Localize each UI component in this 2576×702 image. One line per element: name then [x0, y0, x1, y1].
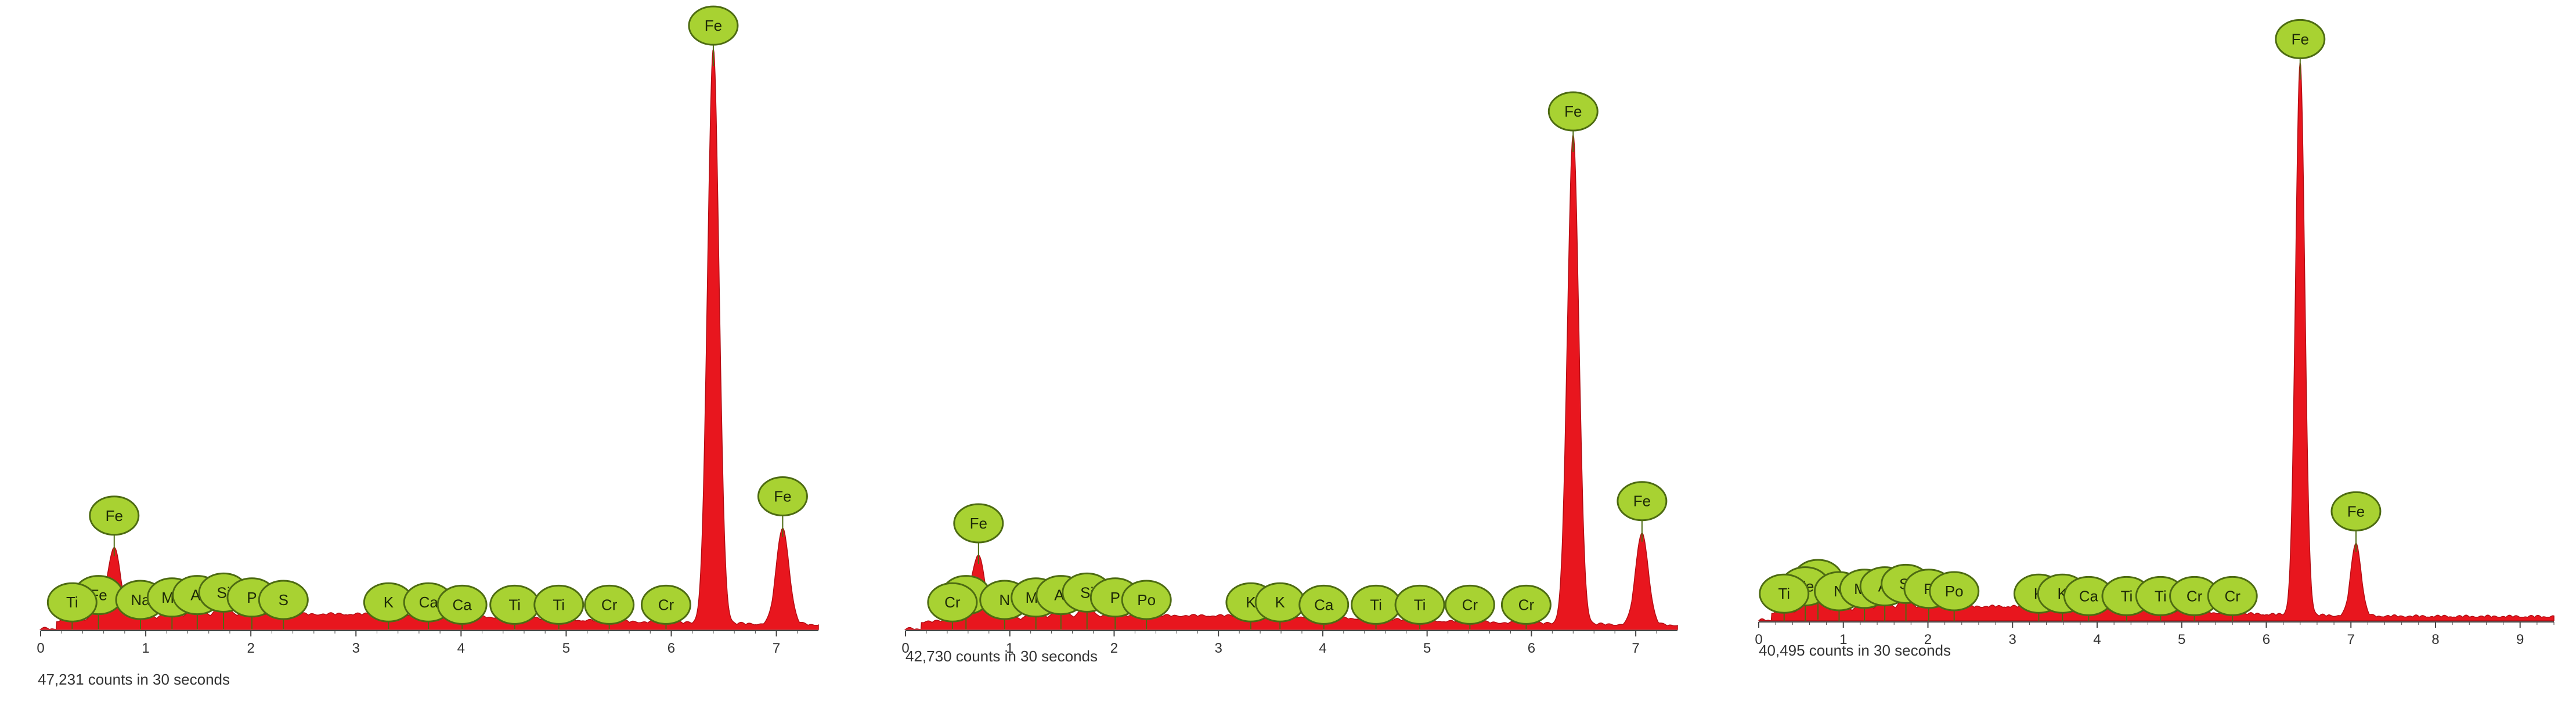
peak-marker: [2275, 19, 2326, 59]
peak-label: Fe: [1633, 493, 1651, 510]
peak-label: K: [384, 594, 394, 611]
counts-caption: 47,231 counts in 30 seconds: [38, 671, 230, 688]
peak-label: P: [247, 589, 257, 606]
peak-label: Ti: [1370, 596, 1382, 613]
peak-label: Fe: [970, 515, 987, 532]
spectrum-plot-area: 01234567FeFeSiCrNMgAlSiPPoKKCaTiTiCrCrFe: [901, 91, 1678, 656]
x-tick-label: 4: [1319, 641, 1326, 656]
peak-marker: [1759, 573, 1810, 614]
peak-marker: [953, 503, 1004, 544]
x-tick-label: 7: [2347, 632, 2355, 647]
peak-label: Po: [1945, 582, 1964, 600]
x-tick-label: 5: [1423, 641, 1431, 656]
peak-label: K: [1246, 594, 1256, 611]
peak-label: S: [279, 591, 288, 609]
x-tick-label: 3: [1215, 641, 1222, 656]
peak-label: N: [999, 591, 1010, 609]
peak-label: Po: [1137, 591, 1156, 609]
x-tick-label: 5: [562, 641, 570, 656]
x-tick-label: 7: [773, 641, 780, 656]
x-tick-label: 1: [142, 641, 149, 656]
counts-caption: 40,495 counts in 30 seconds: [1759, 642, 1951, 659]
spectrum-plot-area: 0123456789FeFeFeTiNMgAlSiPPoKKCaTiTiCrCr…: [1755, 19, 2555, 647]
peak-label: Ti: [66, 594, 78, 611]
peak-label: Ti: [2121, 587, 2133, 605]
x-tick-label: 3: [352, 641, 360, 656]
peak-marker: [1444, 584, 1495, 625]
peak-label: Cr: [2187, 587, 2203, 605]
x-tick-label: 2: [1924, 632, 1932, 647]
x-tick-label: 2: [247, 641, 254, 656]
peak-label: Fe: [774, 487, 791, 505]
x-tick-label: 5: [2178, 632, 2185, 647]
peak-label: Ti: [2155, 587, 2167, 605]
peak-label: Cr: [2224, 587, 2241, 605]
peak-marker: [2207, 576, 2258, 616]
counts-caption: 42,730 counts in 30 seconds: [905, 647, 1098, 665]
x-tick-label: 0: [901, 641, 909, 656]
peak-marker: [1547, 91, 1599, 132]
peak-label: Fe: [2292, 30, 2309, 48]
x-tick-label: 2: [1110, 641, 1118, 656]
peak-label: Fe: [1564, 103, 1582, 120]
x-tick-label: 0: [1755, 632, 1762, 647]
x-tick-label: 8: [2431, 632, 2439, 647]
peak-label: Cr: [1462, 596, 1478, 613]
x-tick-label: 9: [2516, 632, 2524, 647]
peak-marker: [1500, 584, 1552, 625]
peak-label: Ti: [1414, 596, 1426, 613]
peak-label: Ca: [2079, 587, 2099, 605]
x-tick-label: 4: [457, 641, 465, 656]
peak-label: Ti: [553, 596, 565, 613]
peak-marker: [436, 584, 488, 625]
peak-marker: [1121, 580, 1172, 620]
peak-marker: [2330, 491, 2382, 531]
peak-label: Ca: [419, 594, 439, 611]
peak-label: Cr: [1518, 596, 1535, 613]
peak-marker: [927, 582, 978, 623]
peak-marker: [258, 580, 309, 620]
peak-label: Fe: [106, 507, 123, 524]
peak-marker: [688, 5, 739, 46]
peak-label: K: [1275, 594, 1286, 611]
peak-label: Fe: [2347, 502, 2365, 520]
x-tick-label: 1: [1006, 641, 1013, 656]
x-tick-label: 1: [1839, 632, 1847, 647]
peak-marker: [1298, 584, 1350, 625]
peak-label: Ca: [1314, 596, 1334, 613]
eds-spectrum-panel-3: 0123456789FeFeFeTiNMgAlSiPPoKKCaTiTiCrCr…: [1755, 19, 2555, 659]
peak-label: Ti: [1778, 585, 1790, 602]
peak-marker: [46, 582, 98, 623]
x-tick-label: 0: [37, 641, 44, 656]
eds-spectrum-panel-2: 01234567FeFeSiCrNMgAlSiPPoKKCaTiTiCrCrFe…: [901, 91, 1678, 665]
x-tick-label: 4: [2093, 632, 2101, 647]
peak-label: Fe: [705, 17, 722, 34]
peak-marker: [1617, 481, 1668, 522]
peak-marker: [89, 495, 140, 536]
peak-label: P: [1110, 589, 1120, 606]
x-tick-label: 6: [2263, 632, 2270, 647]
x-tick-label: 6: [1528, 641, 1535, 656]
peak-label: Ca: [453, 596, 472, 613]
peak-label: Cr: [944, 594, 961, 611]
peak-label: Ti: [508, 596, 521, 613]
peak-marker: [640, 584, 691, 625]
x-tick-label: 6: [668, 641, 675, 656]
x-tick-label: 7: [1632, 641, 1639, 656]
peak-label: Cr: [601, 596, 618, 613]
peak-marker: [1394, 584, 1445, 625]
peak-marker: [1929, 571, 1980, 611]
peak-marker: [757, 476, 808, 516]
peak-label: Cr: [658, 596, 674, 613]
peak-marker: [533, 584, 585, 625]
peak-marker: [584, 584, 635, 625]
x-tick-label: 3: [2009, 632, 2016, 647]
